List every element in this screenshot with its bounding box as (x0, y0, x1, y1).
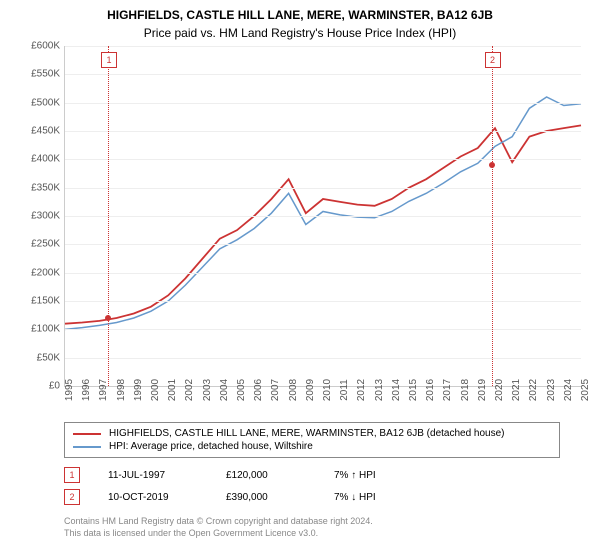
legend-swatch (73, 446, 101, 448)
x-axis-label: 2010 (322, 379, 333, 401)
y-axis-label: £600K (20, 41, 60, 52)
txn-delta: 7% ↑ HPI (334, 470, 376, 481)
legend: HIGHFIELDS, CASTLE HILL LANE, MERE, WARM… (64, 422, 560, 458)
txn-date: 11-JUL-1997 (108, 470, 198, 481)
gridline (65, 216, 581, 217)
x-axis-label: 2020 (494, 379, 505, 401)
y-axis-label: £500K (20, 97, 60, 108)
legend-label: HPI: Average price, detached house, Wilt… (109, 441, 313, 452)
x-axis-label: 2019 (477, 379, 488, 401)
x-axis-label: 1999 (133, 379, 144, 401)
x-axis-label: 2011 (339, 379, 350, 401)
x-axis-label: 1996 (81, 379, 92, 401)
y-axis-label: £450K (20, 126, 60, 137)
gridline (65, 46, 581, 47)
txn-price: £390,000 (226, 492, 306, 503)
event-marker-badge: 2 (485, 52, 501, 68)
x-axis-label: 2013 (374, 379, 385, 401)
y-axis-label: £100K (20, 324, 60, 335)
txn-delta: 7% ↓ HPI (334, 492, 376, 503)
event-marker-dot (489, 162, 495, 168)
x-axis-label: 2012 (356, 379, 367, 401)
footer: Contains HM Land Registry data © Crown c… (64, 516, 560, 539)
y-axis-label: £50K (20, 352, 60, 363)
gridline (65, 358, 581, 359)
gridline (65, 103, 581, 104)
x-axis-label: 1995 (64, 379, 75, 401)
marker-badge: 1 (64, 467, 80, 483)
x-axis-label: 2024 (563, 379, 574, 401)
chart-title-line2: Price paid vs. HM Land Registry's House … (0, 22, 600, 46)
x-axis-label: 2016 (425, 379, 436, 401)
x-axis-label: 2009 (305, 379, 316, 401)
gridline (65, 329, 581, 330)
event-marker-dot (105, 315, 111, 321)
x-axis-label: 2005 (236, 379, 247, 401)
event-marker-line (108, 46, 109, 386)
y-axis-label: £350K (20, 182, 60, 193)
plot-region: 12 (64, 46, 581, 387)
event-marker-badge: 1 (101, 52, 117, 68)
y-axis-label: £400K (20, 154, 60, 165)
gridline (65, 244, 581, 245)
transactions-table: 1 11-JUL-1997 £120,000 7% ↑ HPI 2 10-OCT… (64, 464, 560, 508)
x-axis-label: 2018 (460, 379, 471, 401)
y-axis-label: £200K (20, 267, 60, 278)
x-axis-label: 2021 (511, 379, 522, 401)
series-line-property (65, 125, 581, 323)
gridline (65, 131, 581, 132)
y-axis-label: £550K (20, 69, 60, 80)
x-axis-label: 2004 (219, 379, 230, 401)
gridline (65, 301, 581, 302)
chart-title-line1: HIGHFIELDS, CASTLE HILL LANE, MERE, WARM… (0, 0, 600, 22)
legend-swatch (73, 433, 101, 435)
event-marker-line (492, 46, 493, 386)
footer-line: Contains HM Land Registry data © Crown c… (64, 516, 560, 528)
gridline (65, 74, 581, 75)
legend-row: HPI: Average price, detached house, Wilt… (73, 440, 551, 453)
x-axis-label: 2022 (528, 379, 539, 401)
gridline (65, 159, 581, 160)
chart-area: 12 £0£50K£100K£150K£200K£250K£300K£350K£… (20, 46, 580, 416)
x-axis-label: 1997 (98, 379, 109, 401)
x-axis-label: 2006 (253, 379, 264, 401)
legend-label: HIGHFIELDS, CASTLE HILL LANE, MERE, WARM… (109, 428, 505, 439)
table-row: 2 10-OCT-2019 £390,000 7% ↓ HPI (64, 486, 560, 508)
x-axis-label: 2017 (442, 379, 453, 401)
txn-date: 10-OCT-2019 (108, 492, 198, 503)
y-axis-label: £0 (20, 381, 60, 392)
x-axis-label: 2025 (580, 379, 591, 401)
x-axis-label: 2023 (546, 379, 557, 401)
marker-badge: 2 (64, 489, 80, 505)
footer-line: This data is licensed under the Open Gov… (64, 528, 560, 540)
y-axis-label: £300K (20, 211, 60, 222)
legend-row: HIGHFIELDS, CASTLE HILL LANE, MERE, WARM… (73, 427, 551, 440)
x-axis-label: 2007 (270, 379, 281, 401)
txn-price: £120,000 (226, 470, 306, 481)
x-axis-label: 2015 (408, 379, 419, 401)
y-axis-label: £150K (20, 296, 60, 307)
gridline (65, 188, 581, 189)
x-axis-label: 2008 (288, 379, 299, 401)
x-axis-label: 2003 (202, 379, 213, 401)
x-axis-label: 2002 (184, 379, 195, 401)
x-axis-label: 2014 (391, 379, 402, 401)
x-axis-label: 1998 (116, 379, 127, 401)
y-axis-label: £250K (20, 239, 60, 250)
table-row: 1 11-JUL-1997 £120,000 7% ↑ HPI (64, 464, 560, 486)
gridline (65, 273, 581, 274)
x-axis-label: 2000 (150, 379, 161, 401)
x-axis-label: 2001 (167, 379, 178, 401)
